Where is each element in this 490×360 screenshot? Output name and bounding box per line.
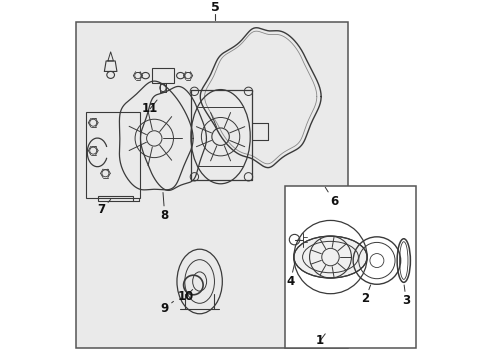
Text: 10: 10 bbox=[177, 289, 194, 303]
Bar bbox=[76, 22, 348, 348]
Text: 8: 8 bbox=[161, 193, 169, 222]
Bar bbox=[285, 185, 416, 348]
Text: 2: 2 bbox=[361, 285, 370, 305]
Bar bbox=[86, 112, 140, 198]
Text: 7: 7 bbox=[97, 199, 111, 216]
Ellipse shape bbox=[294, 236, 367, 278]
Text: 5: 5 bbox=[211, 0, 220, 14]
Text: 11: 11 bbox=[142, 100, 158, 115]
Text: 4: 4 bbox=[286, 262, 295, 288]
Text: 9: 9 bbox=[161, 301, 173, 315]
Bar bbox=[152, 68, 174, 83]
Text: 6: 6 bbox=[325, 187, 338, 208]
Text: 3: 3 bbox=[402, 285, 410, 307]
Bar bbox=[98, 196, 133, 201]
Text: 1: 1 bbox=[316, 334, 325, 347]
